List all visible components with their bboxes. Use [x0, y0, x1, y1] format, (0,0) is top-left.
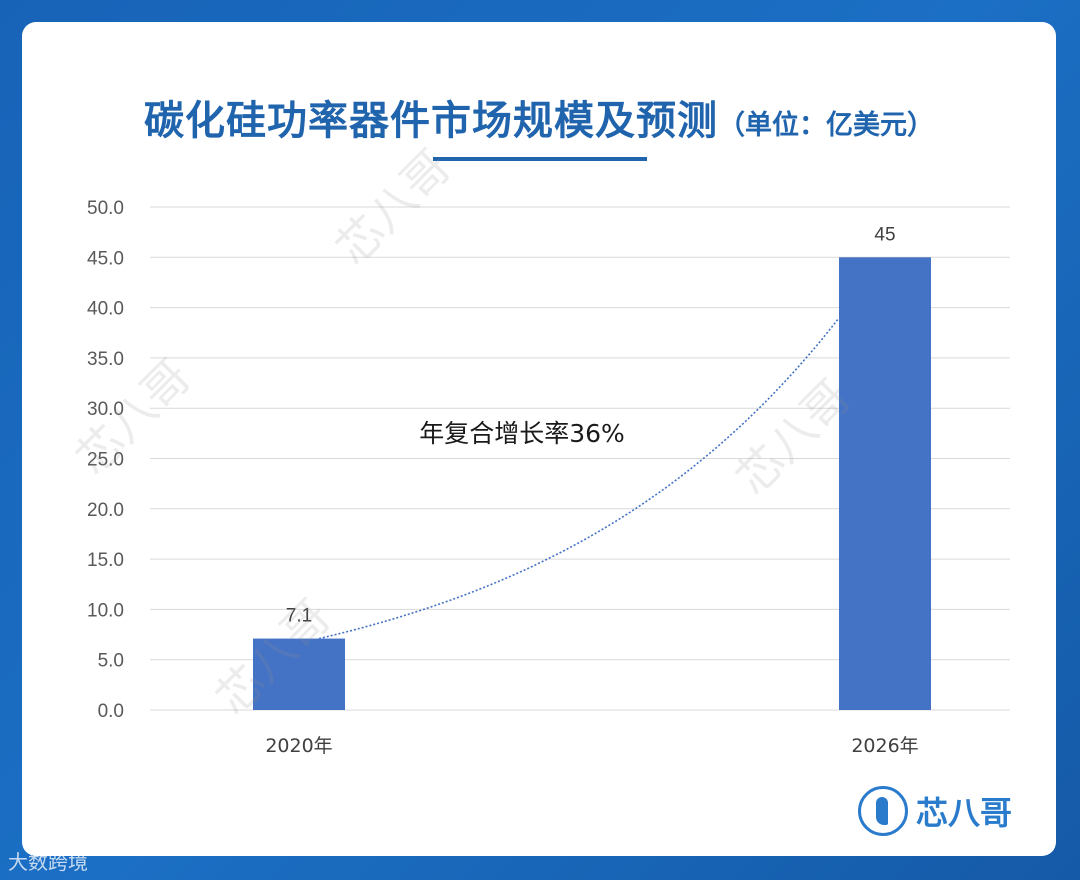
x-category-label: 2020年	[265, 735, 332, 757]
y-tick-label: 5.0	[98, 651, 124, 672]
x-category-label: 2026年	[851, 735, 918, 757]
bar-value-label: 45	[874, 224, 895, 245]
chart-title: 碳化硅功率器件市场规模及预测（单位：亿美元）	[22, 88, 1056, 146]
chart-card: 碳化硅功率器件市场规模及预测（单位：亿美元） 0.0 5.0 10.0 15.0 20.…	[22, 22, 1056, 856]
y-tick-label: 40.0	[87, 299, 124, 320]
brand-logo: 芯八哥	[858, 786, 1012, 836]
y-tick-label: 45.0	[87, 248, 124, 269]
bar	[839, 257, 931, 710]
chart-title-main: 碳化硅功率器件市场规模及预测	[144, 98, 718, 144]
y-tick-label: 50.0	[87, 198, 124, 219]
y-tick-label: 25.0	[87, 450, 124, 471]
bar-value-label: 7.1	[286, 606, 312, 627]
bird-logo-icon	[858, 786, 908, 836]
y-tick-label: 30.0	[87, 399, 124, 420]
title-underline	[433, 157, 647, 161]
brand-logo-text: 芯八哥	[916, 794, 1013, 832]
bar-chart: 0.0 5.0 10.0 15.0 20.0 25.0 30.0 35.0 40.0 45.0 50…	[87, 198, 1010, 757]
chart-title-unit: （单位：亿美元）	[718, 110, 934, 141]
y-tick-label: 35.0	[87, 349, 124, 370]
y-tick-label: 0.0	[98, 701, 124, 722]
corner-watermark: 大数跨境	[8, 850, 88, 874]
y-tick-label: 15.0	[87, 550, 124, 571]
bar	[253, 638, 345, 710]
growth-rate-annotation: 年复合增长率36%	[419, 419, 625, 448]
y-tick-label: 20.0	[87, 500, 124, 521]
trendline	[318, 317, 840, 640]
y-tick-label: 10.0	[87, 600, 124, 621]
